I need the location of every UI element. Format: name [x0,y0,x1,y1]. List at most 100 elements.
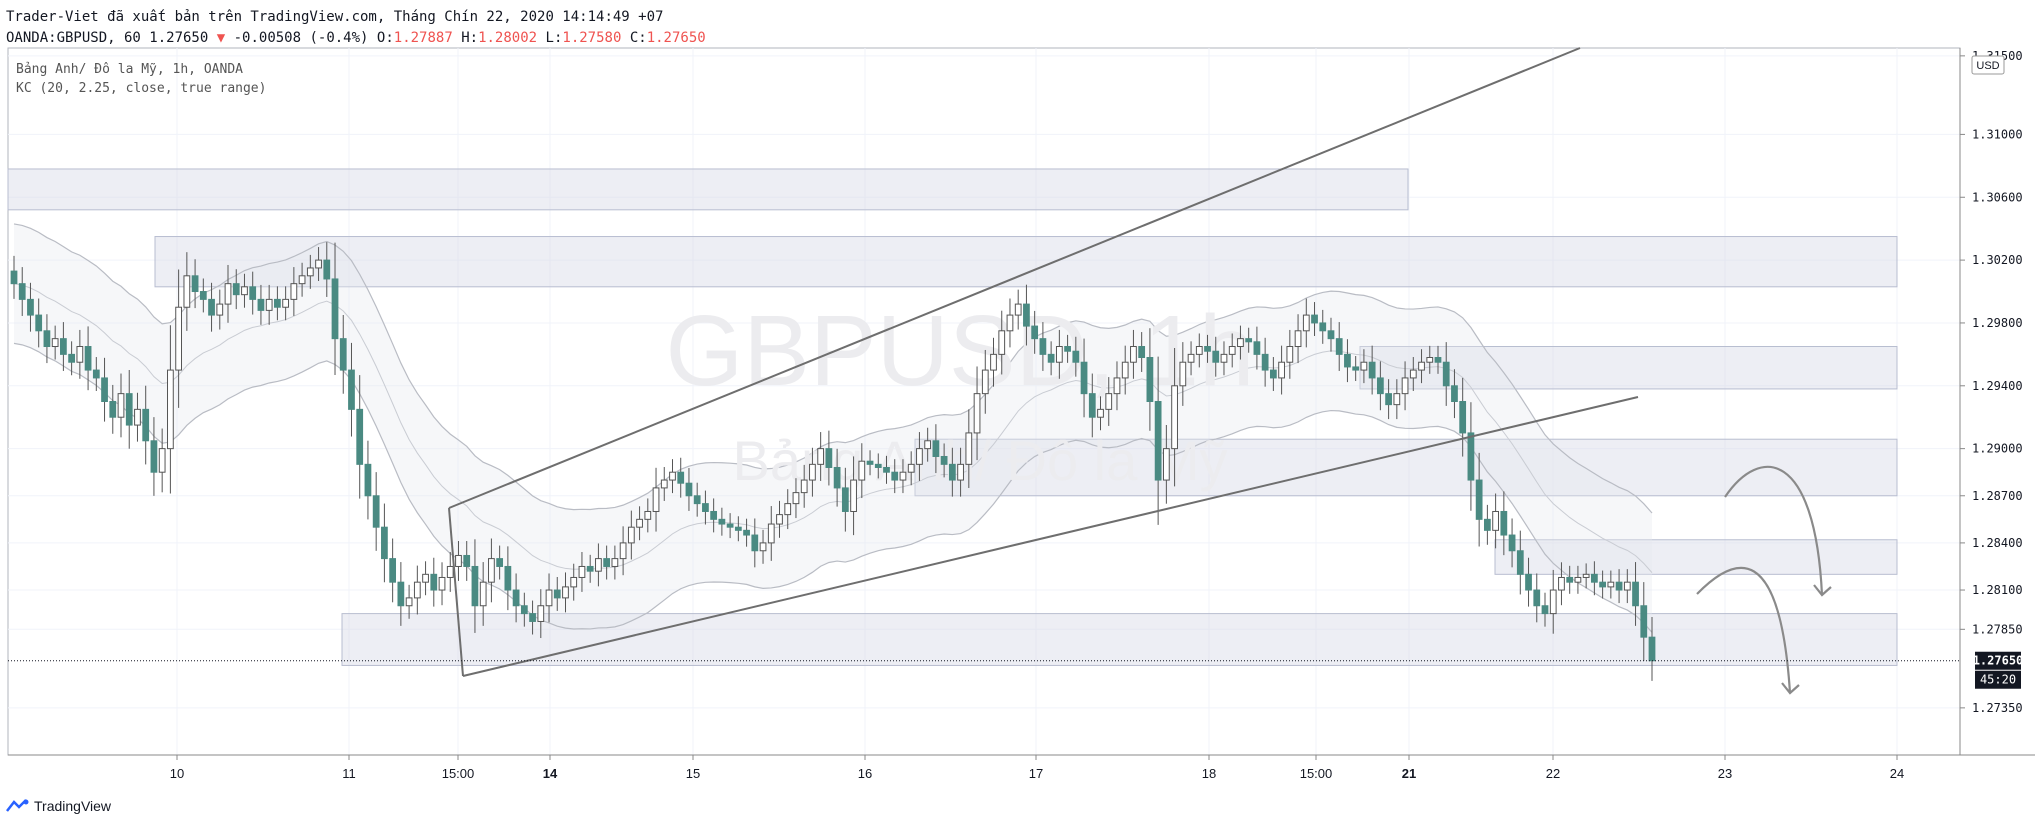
candle-body [1261,353,1269,371]
candle-body [702,503,709,512]
candle-body [858,460,866,481]
candle-body [529,613,536,622]
candle-body [1138,346,1146,359]
candle-body [1228,346,1236,355]
x-tick-label: 21 [1402,766,1416,781]
y-tick-label: 1.31000 [1972,127,2023,141]
candle-body [1426,357,1434,363]
candle-body [35,314,43,332]
candle-body [652,487,660,512]
symbol-line: OANDA:GBPUSD, 60 1.27650 ▼ -0.00508 (-0.… [6,29,706,47]
candle-body [520,605,528,615]
candle-body [1294,330,1302,348]
candle-body [1434,357,1442,363]
candle-body [1047,353,1055,363]
y-tick-label: 1.30200 [1972,253,2023,267]
candle-body [413,581,421,599]
x-tick-label: 17 [1029,766,1043,781]
chart-header: Trader-Viet đã xuất bản trên TradingView… [6,8,706,47]
candle-body [84,346,92,371]
candle-body [68,353,75,363]
candle-body [1566,576,1574,583]
candle-body [1574,576,1582,583]
candle-body [718,518,726,525]
countdown-label: 45:20 [1980,673,2016,687]
candle-body [183,275,191,308]
footer[interactable]: TradingView [6,798,111,814]
candle-body [150,440,158,473]
candle-body [142,408,150,442]
candle-body [496,558,504,567]
candle-body [1055,346,1063,363]
candle-body [973,393,981,434]
candle-body [924,440,932,450]
candle-body [1097,408,1104,418]
symbol-price: OANDA:GBPUSD, 60 1.27650 [6,30,209,46]
high-label: H: [461,30,479,46]
candle-body [1508,534,1516,552]
candle-body [1245,338,1253,343]
candle-body [1335,338,1343,355]
legend-symbol: Bảng Anh/ Đô la Mỹ, 1h, OANDA [16,62,243,77]
candle-body [1179,361,1187,387]
candle-body [1467,432,1475,481]
candle-body [249,286,257,300]
candle-body [677,471,685,484]
candle-body [1599,581,1606,588]
candle-body [1615,581,1623,591]
candle-body [1278,361,1285,379]
kc-band-fill [14,223,1652,633]
candle-body [1623,581,1631,591]
candle-body [488,558,495,583]
projection-arrow-lower [1696,566,1792,694]
x-tick-label: 14 [543,766,558,781]
candle-body [685,482,693,497]
price-zone [7,168,1409,211]
chart-legend: Bảng Anh/ Đô la Mỹ, 1h, OANDA KC (20, 2.… [16,60,266,98]
candle-body [1195,346,1203,355]
candle-body [372,495,380,528]
candle-body [134,408,141,426]
candle-body [809,463,816,481]
candle-body [331,278,339,340]
candle-body [1146,357,1154,402]
x-tick-label: 18 [1202,766,1216,781]
candle-body [1220,353,1228,363]
candle-body [175,306,183,371]
candle-body [792,492,800,505]
candle-body [158,448,166,473]
candle-body [957,463,964,481]
candle-body [1549,589,1557,615]
candle-body [1253,341,1261,355]
candle-body [899,471,907,481]
candle-body [216,303,224,316]
tradingview-brand: TradingView [34,798,112,814]
price-zone [1494,539,1898,575]
support-resistance-zones [7,168,1898,666]
low-label: L: [545,30,563,46]
y-tick-label: 1.29800 [1972,316,2023,330]
axes: 1.315001.310001.306001.302001.298001.294… [8,48,2035,781]
candle-body [751,534,759,552]
candle-body [1105,393,1113,410]
candle-body [463,554,471,567]
candle-body [759,542,767,552]
x-tick-label: 24 [1890,766,1904,781]
candle-body [389,558,397,583]
candle-body [1475,479,1483,520]
candle-body [455,554,462,567]
candle-body [1393,393,1401,406]
candle-body [1072,350,1080,363]
close-value: 1.27650 [646,30,706,46]
x-tick-label: 11 [342,766,356,781]
candle-body [306,267,314,277]
y-tick-label: 1.27850 [1972,622,2023,636]
x-tick-label: 15 [686,766,700,781]
candle-body [1311,314,1318,324]
candle-body [1492,510,1499,531]
candle-body [446,565,454,578]
candle-body [1632,581,1639,607]
candle-body [60,338,67,355]
candle-body [1080,361,1088,395]
